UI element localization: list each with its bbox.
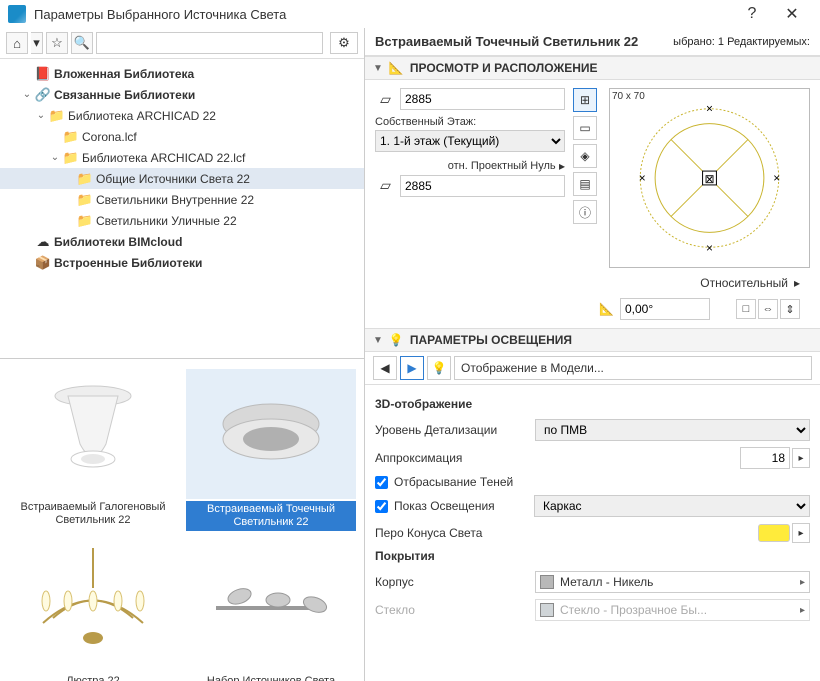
group-surfaces: Покрытия: [375, 549, 810, 563]
relative-arrow[interactable]: ▸: [794, 276, 800, 290]
tree-item[interactable]: ⌄📁Библиотека ARCHICAD 22: [0, 105, 364, 126]
help-button[interactable]: ?: [732, 5, 772, 23]
elev-top-input[interactable]: [400, 88, 565, 110]
elev-bot-icon: ▱: [375, 175, 396, 197]
tree-item[interactable]: 📕Вложенная Библиотека: [0, 63, 364, 84]
catalog-item[interactable]: Люстра 22: [6, 539, 180, 681]
angle-input[interactable]: [620, 298, 710, 320]
detail-label: Уровень Детализации: [375, 423, 535, 437]
shadow-label: Отбрасывание Теней: [394, 475, 513, 489]
glass-swatch: [540, 603, 554, 617]
preview-dims: 70 x 70: [612, 91, 645, 102]
collapse-icon: ▼: [373, 335, 383, 346]
view-list-icon[interactable]: ▤: [573, 172, 597, 196]
approx-more[interactable]: ▸: [792, 448, 810, 468]
rel-zero-label: отн. Проектный Нуль: [448, 160, 556, 172]
glass-picker: Стекло - Прозрачное Бы... ▸: [535, 599, 810, 621]
elev-bot-input[interactable]: [400, 175, 565, 197]
catalog-item[interactable]: Встраиваемый Галогеновый Светильник 22: [6, 365, 180, 535]
home-dropdown[interactable]: ▾: [31, 32, 43, 54]
catalog-grid[interactable]: Встраиваемый Галогеновый Светильник 22Вс…: [0, 359, 364, 681]
svg-text:×: ×: [706, 102, 713, 116]
collapse-icon: ▼: [373, 63, 383, 74]
catalog-item[interactable]: Встраиваемый Точечный Светильник 22: [184, 365, 358, 535]
window-title: Параметры Выбранного Источника Света: [34, 7, 732, 22]
shadow-checkbox[interactable]: [375, 476, 388, 489]
showlight-label: Показ Освещения: [394, 499, 534, 513]
favorite-icon[interactable]: ☆: [46, 32, 68, 54]
nav-prev[interactable]: ◀: [373, 356, 397, 380]
view-info-icon[interactable]: ⓘ: [573, 200, 597, 224]
mirror-v[interactable]: ⇕: [780, 299, 800, 319]
tree-item[interactable]: 📁Светильники Внутренние 22: [0, 189, 364, 210]
library-tree[interactable]: 📕Вложенная Библиотека⌄🔗Связанные Библиот…: [0, 59, 364, 359]
view-3d-icon[interactable]: ◈: [573, 144, 597, 168]
svg-text:×: ×: [639, 171, 646, 185]
mirror-h[interactable]: ⇔: [758, 299, 778, 319]
tree-item[interactable]: 📁Corona.lcf: [0, 126, 364, 147]
crane-icon: 📐: [389, 61, 404, 75]
search-icon[interactable]: 🔍: [71, 32, 93, 54]
group-3d: 3D-отображение: [375, 397, 810, 411]
detail-select[interactable]: по ПМВ: [535, 419, 810, 441]
relative-label: Относительный: [700, 276, 788, 290]
svg-text:⊠: ⊠: [705, 172, 715, 186]
pen-label: Перо Конуса Света: [375, 526, 535, 540]
tree-item[interactable]: 📁Светильники Уличные 22: [0, 210, 364, 231]
elev-top-icon: ▱: [375, 88, 396, 110]
tree-item[interactable]: 📦Встроенные Библиотеки: [0, 252, 364, 273]
pen-swatch[interactable]: [758, 524, 790, 542]
tree-item[interactable]: ⌄🔗Связанные Библиотеки: [0, 84, 364, 105]
catalog-item[interactable]: Набор Источников Света Настенный 22: [184, 539, 358, 681]
param-breadcrumb[interactable]: Отображение в Модели...: [454, 356, 812, 380]
svg-text:×: ×: [706, 241, 713, 255]
approx-label: Аппроксимация: [375, 451, 535, 465]
settings-icon[interactable]: ⚙: [330, 32, 358, 54]
mirror-none[interactable]: □: [736, 299, 756, 319]
search-input[interactable]: [96, 32, 323, 54]
nav-icon: 💡: [427, 356, 451, 380]
storey-label: Собственный Этаж:: [375, 116, 565, 128]
section-lighting-header[interactable]: ▼ 💡 ПАРАМЕТРЫ ОСВЕЩЕНИЯ: [365, 328, 820, 352]
pen-more[interactable]: ▸: [792, 523, 810, 543]
approx-input[interactable]: [740, 447, 790, 469]
body-swatch: [540, 575, 554, 589]
showlight-checkbox[interactable]: [375, 500, 388, 513]
bulb-icon: 💡: [389, 333, 404, 347]
showlight-select[interactable]: Каркас: [534, 495, 810, 517]
view-front-icon[interactable]: ▭: [573, 116, 597, 140]
body-label: Корпус: [375, 575, 535, 589]
home-icon[interactable]: ⌂: [6, 32, 28, 54]
close-button[interactable]: ✕: [772, 4, 812, 24]
tree-item[interactable]: ⌄📁Библиотека ARCHICAD 22.lcf: [0, 147, 364, 168]
storey-select[interactable]: 1. 1-й этаж (Текущий): [375, 130, 565, 152]
rel-arrow[interactable]: ▸: [559, 159, 565, 173]
angle-icon: 📐: [599, 302, 614, 316]
selection-info: ыбрано: 1 Редактируемых:: [673, 36, 810, 48]
body-picker[interactable]: Металл - Никель ▸: [535, 571, 810, 593]
tree-item[interactable]: 📁Общие Источники Света 22: [0, 168, 364, 189]
app-logo: [8, 5, 26, 23]
preview-canvas: 70 x 70 ⊠ × × × ×: [609, 88, 810, 268]
svg-text:×: ×: [773, 171, 780, 185]
object-title: Встраиваемый Точечный Светильник 22: [375, 34, 673, 49]
section-preview-header[interactable]: ▼ 📐 ПРОСМОТР И РАСПОЛОЖЕНИЕ: [365, 56, 820, 80]
nav-next[interactable]: ▶: [400, 356, 424, 380]
view-plan-icon[interactable]: ⊞: [573, 88, 597, 112]
glass-label: Стекло: [375, 603, 535, 617]
tree-item[interactable]: ☁Библиотеки BIMcloud: [0, 231, 364, 252]
